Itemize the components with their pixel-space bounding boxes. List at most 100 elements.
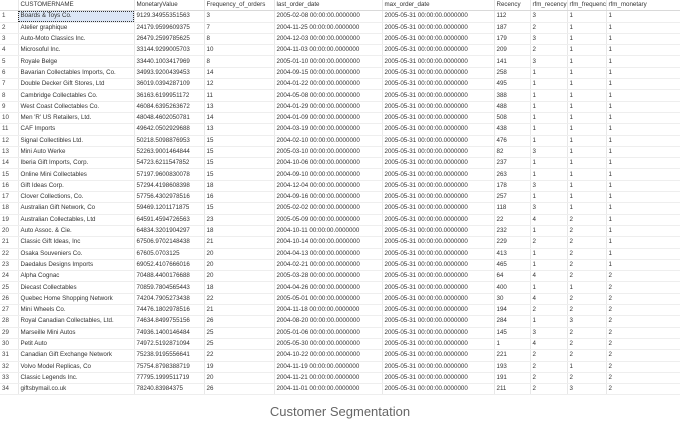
- table-cell[interactable]: 232: [494, 225, 531, 238]
- table-cell[interactable]: 2005-05-31 00:00:00.0000000: [382, 191, 495, 204]
- table-cell[interactable]: 25: [204, 327, 275, 339]
- table-cell[interactable]: 1: [567, 101, 607, 113]
- table-cell[interactable]: 2004-12-03 00:00:00.0000000: [274, 33, 383, 46]
- column-header-customername[interactable]: CUSTOMERNAME: [18, 0, 135, 12]
- table-cell[interactable]: 59469.1201171875: [134, 202, 205, 215]
- table-row[interactable]: 26 Quebec Home Shopping Network 74204.7905…: [0, 293, 680, 306]
- table-row[interactable]: 18 Australian Gift Network, Co 59469.12011…: [0, 202, 680, 215]
- table-cell[interactable]: 237: [494, 157, 531, 170]
- table-cell[interactable]: 1: [530, 101, 568, 113]
- table-cell[interactable]: 1: [567, 157, 607, 170]
- table-cell[interactable]: 48048.4602050781: [134, 112, 205, 125]
- table-cell[interactable]: 2004-03-19 00:00:00.0000000: [274, 123, 383, 136]
- table-cell[interactable]: 16: [204, 191, 275, 204]
- table-cell[interactable]: 2004-12-04 00:00:00.0000000: [274, 180, 383, 193]
- table-cell[interactable]: 2: [567, 349, 607, 362]
- table-cell[interactable]: 4: [530, 270, 568, 283]
- table-cell[interactable]: 2005-05-31 00:00:00.0000000: [382, 123, 495, 136]
- table-cell[interactable]: 2005-05-31 00:00:00.0000000: [382, 135, 495, 147]
- table-cell[interactable]: 57294.4198608398: [134, 180, 205, 193]
- table-cell[interactable]: 2: [530, 349, 568, 362]
- table-cell[interactable]: 413: [494, 248, 531, 260]
- column-header-rfm-monetary[interactable]: rfm_monetary: [606, 0, 680, 12]
- table-cell[interactable]: 3: [530, 327, 568, 339]
- table-cell[interactable]: Bavarian Collectables Imports, Co.: [18, 67, 135, 80]
- column-header-monetaryvalue[interactable]: MonetaryValue: [134, 0, 205, 12]
- table-cell[interactable]: 2: [606, 270, 680, 283]
- column-header-frequency-of-orders[interactable]: Frequency_of_orders: [204, 0, 275, 12]
- table-cell[interactable]: 2: [606, 293, 680, 306]
- table-cell[interactable]: 508: [494, 112, 531, 125]
- table-cell[interactable]: 191: [494, 372, 531, 385]
- table-cell[interactable]: 495: [494, 78, 531, 91]
- table-cell[interactable]: 2004-10-22 00:00:00.0000000: [274, 349, 383, 362]
- table-cell[interactable]: 3: [530, 202, 568, 215]
- table-cell[interactable]: 2004-11-01 00:00:00.0000000: [274, 383, 383, 396]
- table-cell[interactable]: 2005-03-10 00:00:00.0000000: [274, 146, 383, 159]
- table-cell[interactable]: 34993.9200439453: [134, 67, 205, 80]
- table-cell[interactable]: Iberia Gift Imports, Corp.: [18, 157, 135, 170]
- table-row[interactable]: 32 Volvo Model Replicas, Co 75754.87983887…: [0, 361, 680, 373]
- table-cell[interactable]: 7: [204, 22, 275, 34]
- table-row[interactable]: 9 West Coast Collectables Co. 46084.639526…: [0, 101, 680, 113]
- table-cell[interactable]: 3: [530, 33, 568, 46]
- table-cell[interactable]: 36019.0394287109: [134, 78, 205, 91]
- table-cell[interactable]: 2: [606, 304, 680, 317]
- table-cell[interactable]: 141: [494, 55, 531, 68]
- table-row[interactable]: 25 Diecast Collectables 70859.7804565443 18…: [0, 281, 680, 294]
- table-cell[interactable]: 15: [204, 202, 275, 215]
- table-row[interactable]: 14 Iberia Gift Imports, Corp. 54723.621154…: [0, 157, 680, 170]
- table-cell[interactable]: 2004-10-06 00:00:00.0000000: [274, 157, 383, 170]
- table-cell[interactable]: 33440.1003417969: [134, 55, 205, 68]
- table-cell[interactable]: 57756.4302978516: [134, 191, 205, 204]
- table-row[interactable]: 11 CAF Imports 49642.0502929688 13 2004-03-1…: [0, 123, 680, 136]
- table-cell[interactable]: 465: [494, 259, 531, 272]
- table-cell[interactable]: 1: [567, 135, 607, 147]
- table-row[interactable]: 8 Cambridge Collectables Co. 36163.6199951…: [0, 89, 680, 102]
- table-cell[interactable]: Royal Canadian Collectables, Ltd.: [18, 315, 135, 328]
- table-cell[interactable]: 8: [204, 33, 275, 46]
- table-cell[interactable]: giftsbymail.co.uk: [18, 383, 135, 396]
- table-cell[interactable]: 3: [567, 315, 607, 328]
- table-cell[interactable]: 3: [530, 146, 568, 159]
- table-cell[interactable]: 1: [606, 55, 680, 68]
- table-cell[interactable]: 2: [567, 259, 607, 272]
- table-cell[interactable]: 258: [494, 67, 531, 80]
- table-cell[interactable]: Online Mini Collectables: [18, 168, 135, 181]
- table-cell[interactable]: 2: [567, 304, 607, 317]
- table-cell[interactable]: 2005-05-31 00:00:00.0000000: [382, 270, 495, 283]
- table-row[interactable]: 15 Online Mini Collectables 57197.96008300…: [0, 168, 680, 181]
- table-cell[interactable]: 2005-05-30 00:00:00.0000000: [274, 338, 383, 351]
- table-cell[interactable]: 2004-09-15 00:00:00.0000000: [274, 67, 383, 80]
- table-cell[interactable]: 2004-09-16 00:00:00.0000000: [274, 191, 383, 204]
- table-cell[interactable]: 2: [530, 44, 568, 57]
- table-cell[interactable]: 77795.1999511719: [134, 372, 205, 385]
- table-cell[interactable]: 2004-11-19 00:00:00.0000000: [274, 361, 383, 373]
- table-cell[interactable]: Diecast Collectables: [18, 281, 135, 294]
- table-cell[interactable]: 1: [606, 157, 680, 170]
- table-cell[interactable]: 187: [494, 22, 531, 34]
- table-cell[interactable]: 1: [567, 10, 607, 23]
- table-row[interactable]: 3 Auto-Moto Classics Inc. 26479.2599785625…: [0, 33, 680, 46]
- table-cell[interactable]: 36163.6199951172: [134, 89, 205, 102]
- table-cell[interactable]: 70859.7804565443: [134, 281, 205, 294]
- table-cell[interactable]: 18: [204, 281, 275, 294]
- table-row[interactable]: 24 Alpha Cognac 70488.4400176688 20 2005-03-…: [0, 270, 680, 283]
- table-cell[interactable]: 2005-05-31 00:00:00.0000000: [382, 372, 495, 385]
- table-cell[interactable]: 2: [530, 372, 568, 385]
- table-cell[interactable]: 1: [530, 259, 568, 272]
- column-header-max-order-date[interactable]: max_order_date: [382, 0, 495, 12]
- table-row[interactable]: 12 Signal Collectibles Ltd. 50218.50988769…: [0, 135, 680, 147]
- table-cell[interactable]: 4: [530, 338, 568, 351]
- column-header-rfm-frequency[interactable]: rfm_frequency: [567, 0, 607, 12]
- table-cell[interactable]: 1: [606, 101, 680, 113]
- table-row[interactable]: 22 Osaka Souveniers Co. 67605.0703125 20 200…: [0, 248, 680, 260]
- table-cell[interactable]: 1: [606, 168, 680, 181]
- table-cell[interactable]: 26: [204, 383, 275, 396]
- table-cell[interactable]: 18: [204, 180, 275, 193]
- table-cell[interactable]: Auto Assoc. & Cie.: [18, 225, 135, 238]
- table-cell[interactable]: Auto-Moto Classics Inc.: [18, 33, 135, 46]
- table-cell[interactable]: 26479.2599785625: [134, 33, 205, 46]
- table-cell[interactable]: CAF Imports: [18, 123, 135, 136]
- table-cell[interactable]: 488: [494, 101, 531, 113]
